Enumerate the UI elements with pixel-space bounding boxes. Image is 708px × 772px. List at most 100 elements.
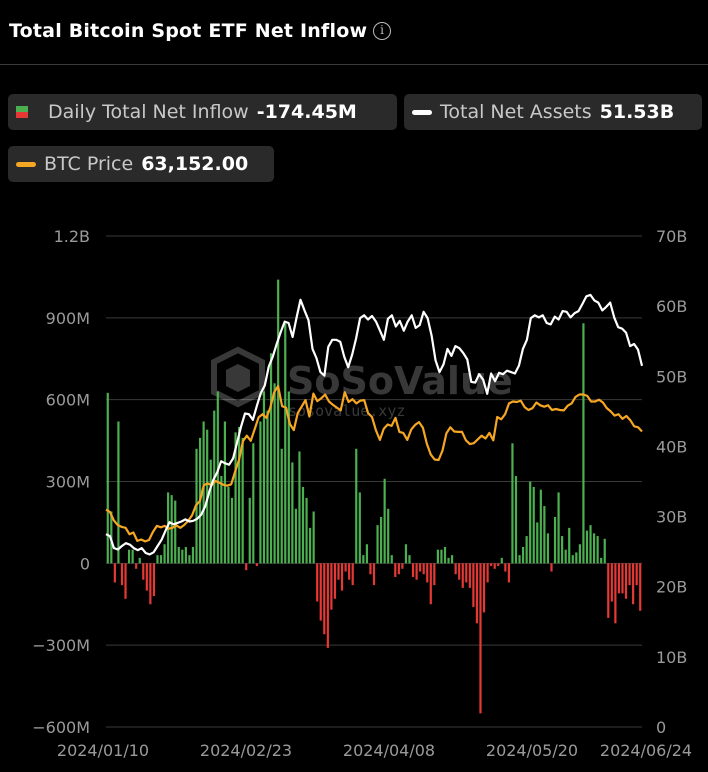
inflow-bar	[135, 563, 138, 569]
inflow-bar	[223, 421, 227, 564]
inflow-bar	[571, 555, 574, 564]
inflow-bar	[397, 563, 400, 575]
legend-price-label: BTC Price	[44, 153, 134, 175]
inflow-bar	[511, 443, 514, 564]
legend-price[interactable]: BTC Price 63,152.00	[8, 146, 274, 182]
inflow-bar	[380, 516, 383, 564]
inflow-bar	[216, 391, 219, 564]
inflow-bar	[578, 544, 581, 564]
legend-inflow-label: Daily Total Net Inflow	[48, 101, 249, 123]
inflow-bar	[465, 563, 468, 583]
inflow-bar	[525, 536, 528, 564]
inflow-bar	[617, 563, 621, 594]
inflow-bar	[596, 536, 599, 564]
inflow-bar	[493, 563, 496, 569]
inflow-bar	[553, 516, 557, 564]
chart-title: Total Bitcoin Spot ETF Net Inflow	[9, 20, 368, 42]
inflow-bar	[238, 426, 241, 564]
legend-assets[interactable]: Total Net Assets 51.53B	[404, 94, 702, 130]
inflow-bar	[429, 563, 432, 605]
inflow-bar	[419, 563, 422, 572]
inflow-bar	[490, 563, 493, 567]
inflow-bar	[433, 563, 436, 586]
x-tick-label: 2024/06/24	[600, 741, 692, 760]
inflow-bars	[106, 279, 642, 714]
right-tick-label: 40B	[656, 437, 687, 456]
right-tick-label: 10B	[656, 648, 687, 667]
line-swatch-white-icon	[412, 109, 432, 115]
left-tick-label: 600M	[46, 391, 90, 410]
info-icon[interactable]: i	[373, 22, 391, 40]
sosovalue-logo-icon	[211, 346, 265, 408]
inflow-bar	[220, 476, 223, 564]
inflow-bar	[177, 546, 180, 564]
inflow-bar	[156, 555, 159, 564]
inflow-bar	[461, 563, 464, 588]
inflow-bar	[500, 557, 503, 564]
chart-header: Total Bitcoin Spot ETF Net Inflow i	[0, 0, 708, 65]
inflow-bar	[333, 563, 337, 599]
inflow-bar	[486, 563, 489, 583]
inflow-bar	[458, 563, 461, 580]
inflow-bar	[422, 563, 425, 575]
inflow-bar	[255, 563, 258, 567]
inflow-bar	[518, 555, 521, 564]
inflow-bar	[408, 555, 411, 564]
x-axis: 2024/01/10 2024/02/23 2024/04/08 2024/05/20…	[57, 741, 692, 760]
inflow-bar	[443, 546, 447, 564]
inflow-bar	[504, 563, 507, 572]
inflow-bar	[269, 353, 273, 564]
inflow-bar	[585, 530, 589, 564]
inflow-bar	[426, 563, 429, 583]
inflow-bar	[291, 462, 294, 564]
inflow-bar	[241, 437, 244, 564]
left-tick-label: −300M	[32, 636, 90, 655]
inflow-bar	[234, 432, 237, 564]
grid-lines	[106, 235, 642, 728]
inflow-bar	[450, 555, 454, 564]
right-tick-label: 20B	[656, 578, 687, 597]
inflow-bar	[294, 508, 298, 564]
inflow-bar	[298, 451, 301, 564]
inflow-bar	[543, 506, 546, 564]
inflow-bar	[561, 536, 564, 564]
left-tick-label: 1.2B	[54, 227, 90, 246]
inflow-bar	[142, 563, 145, 580]
inflow-bar	[624, 563, 628, 599]
btc-price-line	[105, 385, 643, 543]
left-tick-label: 300M	[46, 473, 90, 492]
x-tick-label: 2024/05/20	[486, 741, 578, 760]
inflow-bar	[273, 383, 276, 564]
inflow-bar	[120, 563, 124, 586]
inflow-bar	[340, 563, 344, 591]
inflow-bar	[184, 546, 187, 564]
legend-price-value: 63,152.00	[141, 153, 249, 175]
inflow-bar	[514, 476, 518, 564]
left-tick-label: 0	[80, 554, 90, 573]
legend-inflow-value: -174.45M	[256, 101, 357, 123]
inflow-bar	[287, 391, 290, 564]
right-axis: 70B 60B 50B 40B 30B 20B 10B 0	[656, 227, 687, 737]
inflow-bar	[592, 533, 596, 564]
inflow-bar	[568, 527, 571, 564]
inflow-bar	[248, 497, 251, 564]
inflow-bar	[550, 563, 553, 572]
inflow-bar	[521, 546, 525, 564]
inflow-bar	[582, 323, 585, 564]
inflow-bar	[330, 563, 333, 610]
inflow-bar	[411, 563, 415, 577]
right-tick-label: 30B	[656, 508, 687, 527]
inflow-bar	[369, 563, 372, 575]
legend-inflow[interactable]: Daily Total Net Inflow -174.45M	[8, 94, 397, 130]
inflow-bar	[479, 563, 482, 714]
inflow-bar	[124, 563, 127, 599]
line-swatch-orange-icon	[16, 161, 36, 167]
inflow-bar	[529, 481, 532, 564]
inflow-bar	[440, 549, 443, 564]
bar-swatch-icon	[16, 106, 28, 118]
inflow-bar	[202, 421, 205, 564]
inflow-bar	[323, 563, 326, 635]
inflow-bar	[621, 563, 624, 594]
inflow-bar	[252, 443, 255, 564]
